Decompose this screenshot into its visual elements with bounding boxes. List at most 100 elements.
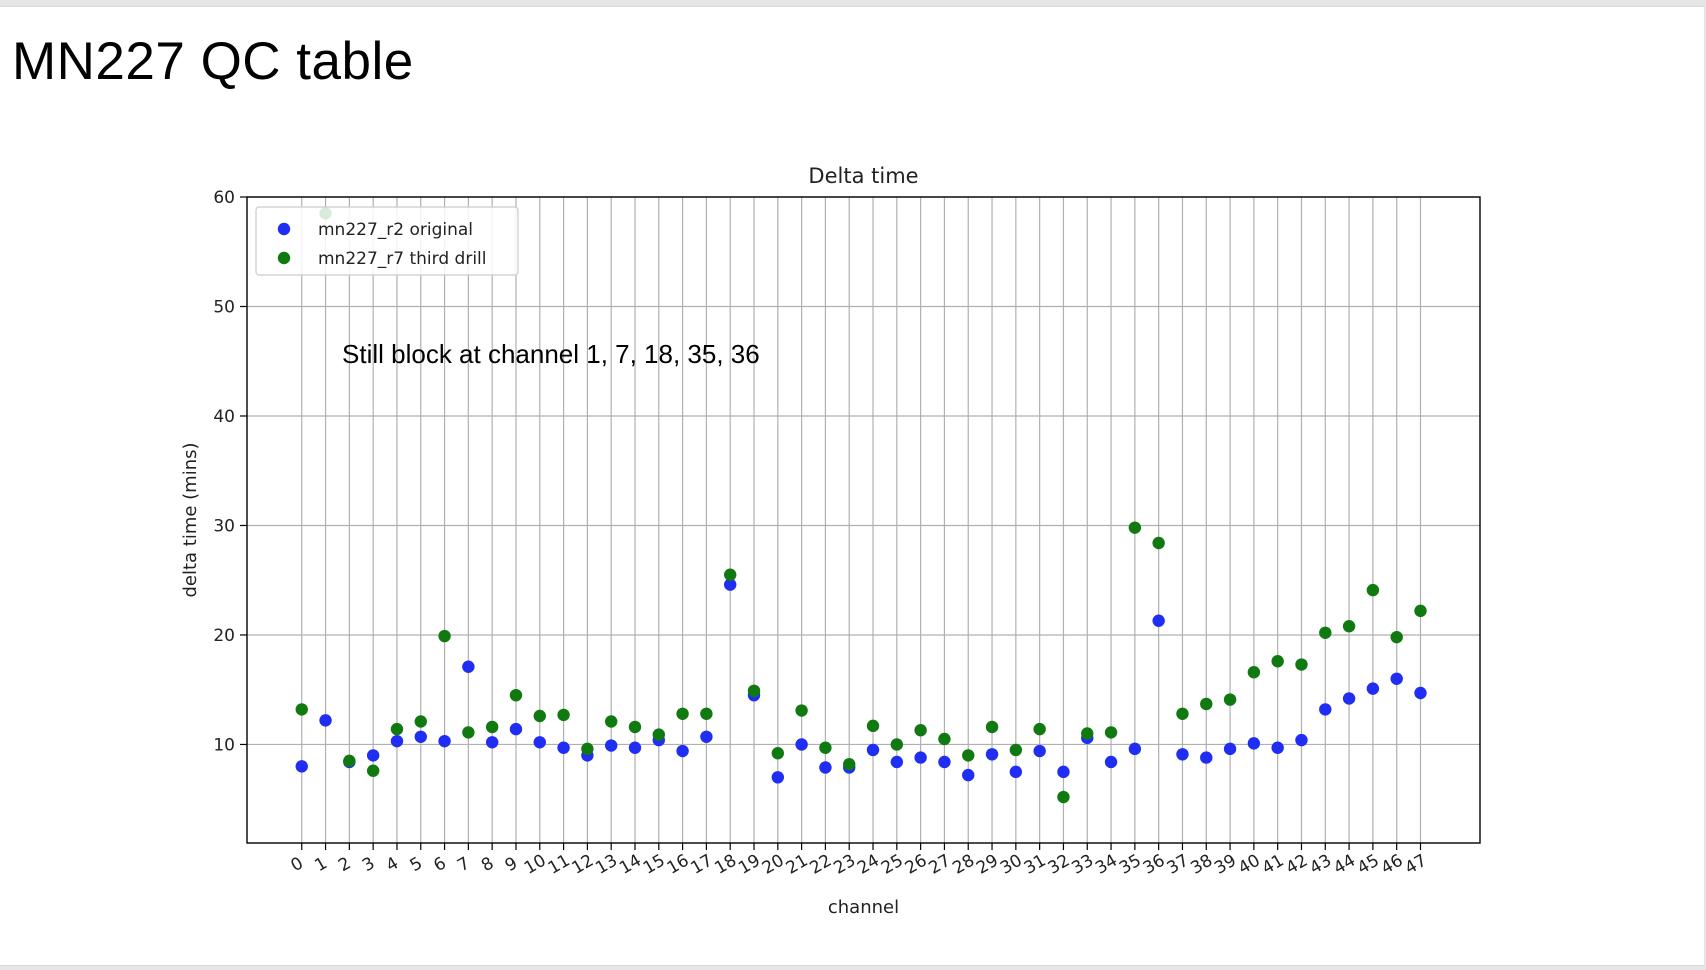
x-tick-label: 27 [926, 851, 955, 879]
x-tick-label: 41 [1259, 851, 1288, 879]
data-point [890, 738, 904, 751]
slide-title: MN227 QC table [12, 32, 414, 91]
data-point [1342, 620, 1356, 633]
x-tick-label: 17 [688, 851, 717, 879]
data-point [676, 707, 689, 720]
data-point [938, 732, 951, 746]
data-point [604, 739, 618, 752]
data-point [533, 709, 546, 723]
data-point [1176, 748, 1189, 761]
data-point [1271, 655, 1284, 668]
x-tick-label: 3 [359, 853, 378, 876]
data-point [866, 743, 880, 757]
x-tick-label: 15 [640, 851, 669, 879]
data-point [724, 568, 737, 581]
x-tick-label: 14 [616, 851, 645, 879]
data-point [890, 755, 904, 769]
x-tick-label: 4 [383, 853, 402, 876]
data-point [985, 748, 999, 761]
x-tick-label: 39 [1211, 851, 1240, 879]
legend-marker [277, 222, 291, 236]
data-point [700, 730, 713, 743]
data-point [1081, 727, 1094, 740]
data-point [747, 684, 761, 698]
legend-marker [277, 251, 291, 265]
data-point [962, 768, 975, 782]
data-point [509, 688, 523, 702]
y-tick-label: 60 [213, 188, 235, 208]
legend-box [255, 206, 519, 276]
data-point [485, 720, 499, 734]
data-point [700, 707, 713, 720]
x-tick-label: 21 [783, 851, 812, 879]
x-tick-label: 33 [1068, 851, 1097, 879]
x-tick-label: 12 [569, 851, 598, 879]
data-point [604, 715, 618, 728]
data-point [1033, 722, 1046, 736]
data-point [1057, 790, 1070, 804]
data-point [509, 722, 523, 736]
data-point [485, 736, 499, 749]
data-point [1223, 742, 1237, 756]
x-tick-label: 30 [997, 851, 1026, 879]
data-point [1223, 693, 1237, 706]
x-tick-label: 34 [1092, 851, 1121, 879]
data-point [390, 722, 404, 736]
data-point [1152, 614, 1165, 627]
x-tick-label: 28 [949, 851, 978, 879]
data-point [1057, 765, 1070, 779]
data-point [1128, 742, 1142, 756]
x-tick-label: 19 [735, 851, 764, 879]
x-tick-label: 8 [478, 853, 497, 876]
x-tick-label: 10 [521, 851, 550, 879]
data-point [1366, 682, 1380, 695]
data-point [676, 744, 689, 758]
x-tick-label: 36 [1140, 851, 1169, 879]
data-point [438, 734, 451, 748]
data-point [343, 754, 356, 768]
x-tick-label: 42 [1283, 851, 1312, 879]
data-point [819, 761, 832, 774]
data-point [1009, 743, 1023, 757]
data-point [1319, 626, 1332, 639]
x-tick-label: 44 [1330, 851, 1359, 879]
data-point [1390, 672, 1403, 685]
y-tick-label: 20 [213, 626, 235, 646]
x-tick-label: 37 [1164, 851, 1193, 879]
x-tick-label: 31 [1021, 851, 1050, 879]
data-point [319, 714, 332, 727]
x-tick-label: 46 [1378, 851, 1407, 879]
legend-label: mn227_r7 third drill [318, 249, 487, 269]
data-point [938, 755, 951, 769]
x-tick-label: 29 [973, 851, 1002, 879]
x-tick-label: 38 [1187, 851, 1216, 879]
y-tick-label: 10 [213, 735, 235, 755]
y-tick-label: 40 [213, 407, 235, 427]
data-point [1128, 521, 1142, 534]
data-point [914, 751, 927, 764]
data-point [985, 720, 999, 734]
x-tick-label: 0 [288, 853, 307, 876]
data-point [1104, 726, 1118, 739]
data-point [914, 724, 927, 737]
slide: MN227 QC table 10 20 30 40 50 60 0 1 2 3 4 5 6 7 8 9 10 1… [0, 6, 1704, 966]
data-point [652, 728, 665, 741]
data-point [724, 578, 737, 591]
data-point [795, 738, 808, 751]
data-point [1271, 741, 1284, 754]
x-tick-label: 7 [454, 853, 473, 876]
x-tick-label: 20 [759, 851, 788, 879]
x-tick-label: 18 [711, 851, 740, 879]
plot-frame [246, 196, 1481, 844]
data-point [1247, 665, 1261, 679]
annotation-text: Still block at channel 1, 7, 18, 35, 36 [342, 339, 760, 369]
data-point [628, 720, 642, 734]
data-point [557, 708, 570, 722]
data-point [1152, 536, 1165, 550]
legend-label: mn227_r2 original [318, 220, 473, 240]
data-point [1342, 692, 1356, 705]
x-tick-label: 32 [1045, 851, 1074, 879]
data-point [771, 771, 785, 784]
x-tick-label: 45 [1354, 851, 1383, 879]
x-tick-label: 11 [545, 851, 574, 879]
